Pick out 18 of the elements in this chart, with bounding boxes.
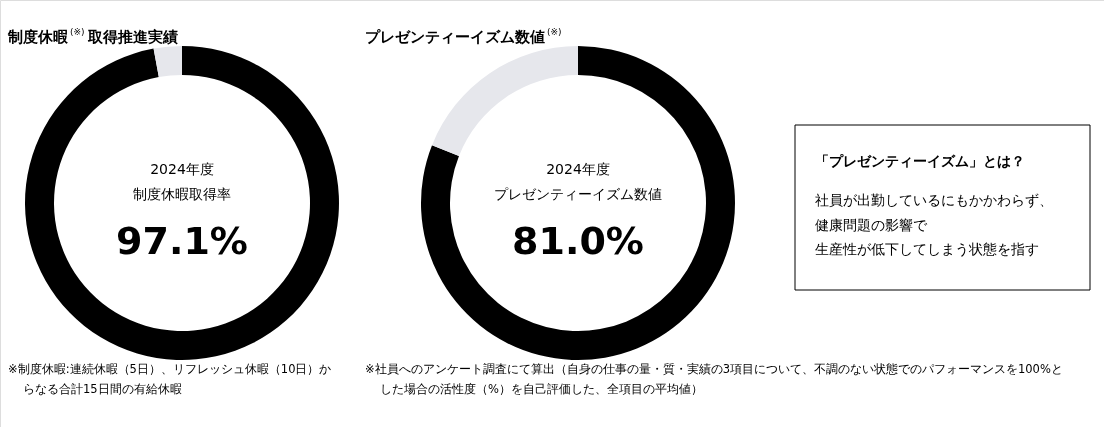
donut-slice (153, 46, 182, 78)
text: 生産性が低下してしまう状態を指す (815, 241, 1039, 257)
text: 制度休暇取得率 (133, 186, 231, 202)
text: 2024年度 (150, 161, 214, 177)
text: 「プレゼンティーイズム」とは？ (815, 153, 1025, 169)
chart-title: 制度休暇(※)取得推進実績 (7, 27, 178, 46)
data-label: 81.0% (512, 219, 644, 263)
text: ※制度休暇:連続休暇（5日）、リフレッシュ休暇（10日）からなる合計15日間の有給休暇 (8, 362, 332, 396)
donut-slice (25, 46, 339, 360)
donut-slice (421, 46, 735, 360)
donut-slice (432, 46, 578, 156)
text: ※社員へのアンケート調査にて算出（自身の仕事の量・質・実績の3項目について、不調のない状態でのパフォーマンスを100%とした場合の活性度（%）を自己評価した、全項目の平均値） (365, 362, 1063, 396)
text: 社員が出勤しているにもかかわらず、 (815, 192, 1053, 208)
chart-title: プレゼンティーイズム数値(※) (365, 27, 562, 46)
text: 健康問題の影響で (815, 216, 928, 233)
data-label: 97.1% (116, 219, 248, 263)
text: 2024年度 (546, 161, 610, 177)
text: プレゼンティーイズム数値 (494, 186, 662, 202)
